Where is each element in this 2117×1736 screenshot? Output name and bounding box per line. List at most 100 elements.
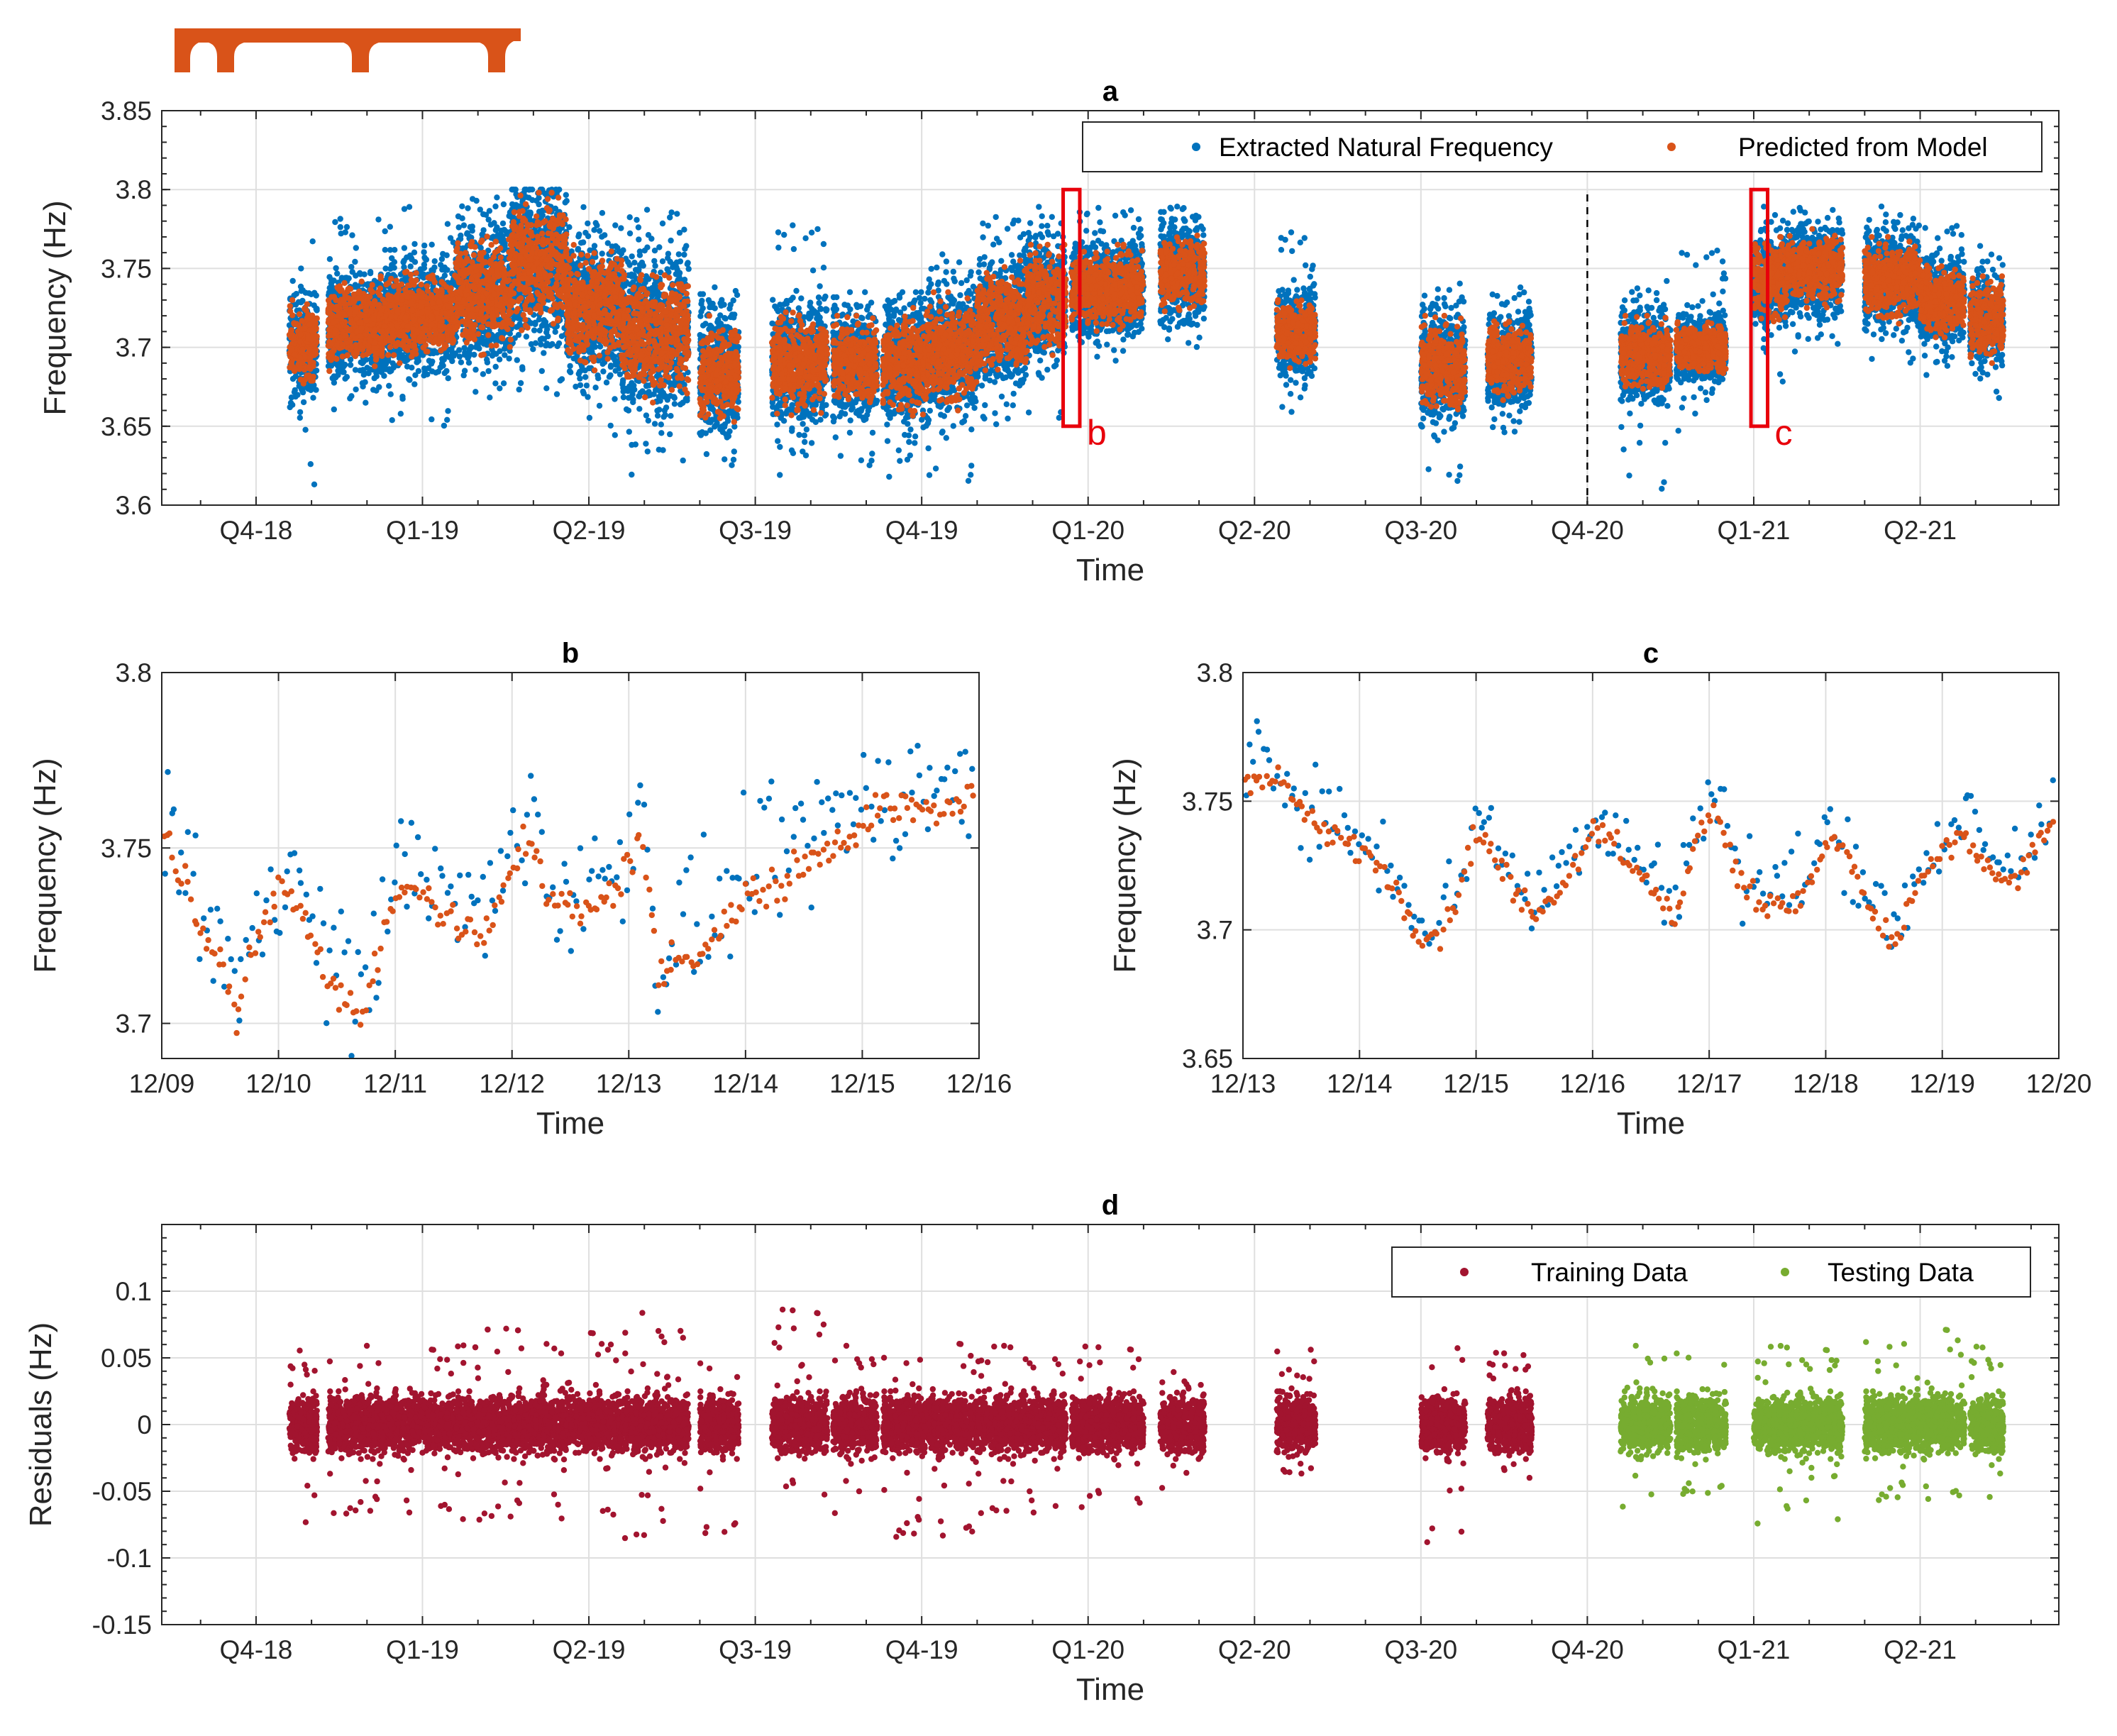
extracted-point [497, 385, 502, 391]
extracted-point [608, 363, 614, 368]
extracted-point [587, 415, 592, 421]
extracted-point [411, 241, 417, 247]
extracted-point [592, 243, 597, 248]
extracted-point [514, 357, 520, 363]
extracted-point [585, 221, 590, 226]
extracted-point [681, 252, 687, 258]
extracted-point [459, 204, 465, 209]
extracted-point [599, 210, 605, 216]
extracted-point [595, 375, 601, 381]
extracted-point [500, 221, 506, 226]
extracted-point [412, 372, 418, 378]
extracted-point [464, 231, 470, 237]
extracted-point [636, 224, 641, 230]
extracted-point [443, 368, 449, 374]
extracted-point [389, 262, 394, 267]
extracted-point [382, 228, 388, 234]
extracted-point [683, 243, 689, 249]
extracted-point [472, 389, 478, 394]
extracted-point [398, 411, 404, 416]
extracted-point [421, 249, 426, 255]
extracted-point [335, 367, 341, 373]
extracted-point [293, 373, 299, 379]
extracted-point [577, 369, 582, 375]
extracted-point [645, 448, 651, 454]
extracted-point [429, 368, 435, 374]
extracted-point [734, 292, 740, 298]
extracted-point [290, 278, 296, 284]
extracted-point [626, 408, 631, 414]
extracted-point [584, 382, 590, 388]
extracted-point [712, 284, 717, 290]
extracted-point [331, 407, 337, 412]
extracted-point [331, 373, 337, 379]
extracted-point [367, 269, 373, 275]
extracted-point [724, 434, 730, 440]
extracted-point [357, 367, 363, 373]
extracted-point [440, 251, 446, 257]
extracted-point [621, 394, 626, 400]
extracted-point [509, 201, 515, 207]
extracted-point [391, 365, 397, 370]
extracted-point [352, 259, 358, 265]
extracted-point [664, 266, 670, 272]
extracted-point [529, 187, 535, 192]
extracted-point [501, 201, 507, 207]
extracted-point [471, 352, 477, 358]
extracted-point [663, 404, 669, 410]
extracted-point [443, 353, 448, 359]
extracted-point [480, 371, 486, 377]
extracted-point [456, 347, 462, 353]
extracted-point [497, 356, 502, 362]
extracted-point [429, 416, 434, 422]
extracted-point [597, 228, 602, 233]
bridge-icon [175, 28, 521, 72]
extracted-point [660, 447, 665, 453]
extracted-point [292, 389, 297, 395]
extracted-point [630, 397, 636, 402]
extracted-point [578, 240, 584, 245]
extracted-point [731, 457, 736, 463]
extracted-point [367, 366, 372, 372]
extracted-point [509, 187, 515, 192]
extracted-point [698, 432, 704, 438]
extracted-point [676, 251, 682, 257]
extracted-point [494, 194, 499, 200]
extracted-point [468, 224, 473, 230]
extracted-point [358, 271, 363, 277]
extracted-point [402, 245, 407, 250]
extracted-point [672, 401, 678, 407]
extracted-point [626, 429, 632, 434]
extracted-point [404, 255, 409, 260]
extracted-point [629, 472, 634, 477]
extracted-point [655, 292, 660, 298]
extracted-point [424, 257, 429, 262]
extracted-point [334, 270, 340, 276]
extracted-point [607, 374, 612, 380]
extracted-point [353, 387, 358, 392]
extracted-point [296, 299, 302, 305]
extracted-point [729, 463, 734, 468]
extracted-point [644, 245, 650, 250]
extracted-point [519, 364, 525, 370]
extracted-point [612, 222, 618, 228]
extracted-point [300, 287, 306, 293]
extracted-point [432, 258, 438, 264]
extracted-point [387, 224, 393, 230]
extracted-point [612, 358, 618, 363]
extracted-point [729, 311, 735, 317]
extracted-point [543, 319, 548, 325]
extracted-point [668, 413, 673, 419]
extracted-point [486, 216, 492, 222]
extracted-point [617, 371, 623, 377]
extracted-point [643, 441, 648, 446]
extracted-point [523, 187, 529, 192]
extracted-point [288, 400, 294, 406]
extracted-point [338, 231, 344, 236]
extracted-point [349, 232, 355, 238]
extracted-point [380, 361, 386, 367]
extracted-point [731, 448, 737, 454]
extracted-point [363, 400, 368, 406]
extracted-point [541, 350, 546, 355]
extracted-point [698, 309, 704, 314]
